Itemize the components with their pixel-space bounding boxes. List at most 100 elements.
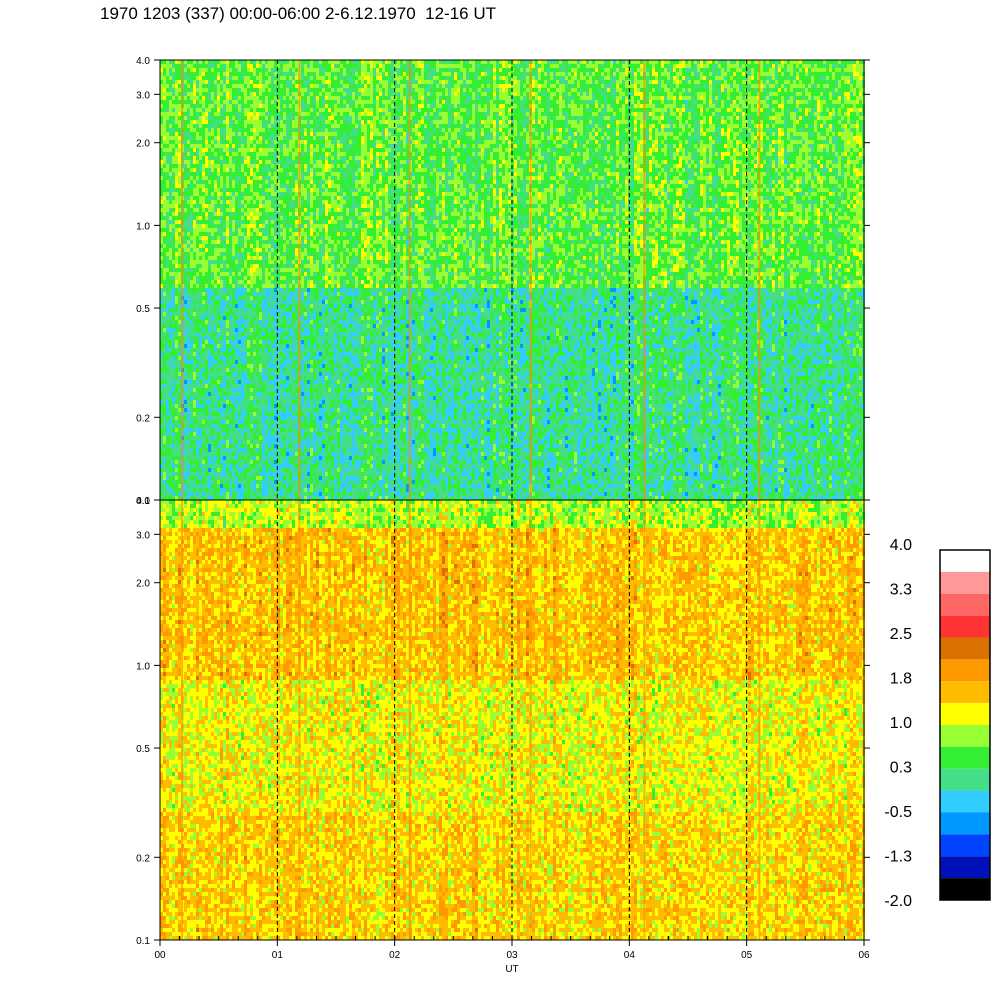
heatmap-cell: [175, 376, 178, 380]
heatmap-cell: [202, 376, 205, 380]
heatmap-cell: [223, 96, 226, 100]
heatmap-cell: [166, 360, 169, 364]
heatmap-cell: [163, 204, 166, 208]
heatmap-cell: [184, 332, 187, 336]
heatmap-cell: [223, 212, 226, 216]
heatmap-cell: [202, 272, 205, 276]
heatmap-cell: [211, 108, 214, 112]
heatmap-cell: [229, 264, 232, 268]
heatmap-cell: [208, 448, 211, 452]
heatmap-cell: [229, 280, 232, 284]
heatmap-cell: [214, 236, 217, 240]
heatmap-cell: [178, 296, 181, 300]
heatmap-cell: [172, 480, 175, 484]
heatmap-cell: [193, 340, 196, 344]
heatmap-cell: [169, 104, 172, 108]
heatmap-cell: [169, 128, 172, 132]
heatmap-cell: [184, 316, 187, 320]
heatmap-cell: [226, 188, 229, 192]
heatmap-cell: [214, 208, 217, 212]
heatmap-cell: [193, 456, 196, 460]
heatmap-cell: [223, 140, 226, 144]
heatmap-cell: [226, 380, 229, 384]
heatmap-cell: [175, 120, 178, 124]
heatmap-cell: [208, 496, 211, 500]
heatmap-cell: [193, 368, 196, 372]
heatmap-cell: [196, 60, 199, 64]
heatmap-cell: [163, 96, 166, 100]
heatmap-cell: [226, 88, 229, 92]
heatmap-cell: [187, 348, 190, 352]
heatmap-cell: [214, 216, 217, 220]
heatmap-cell: [199, 356, 202, 360]
heatmap-cell: [193, 72, 196, 76]
heatmap-cell: [175, 260, 178, 264]
heatmap-cell: [169, 388, 172, 392]
heatmap-cell: [166, 336, 169, 340]
heatmap-cell: [175, 372, 178, 376]
heatmap-cell: [229, 392, 232, 396]
heatmap-cell: [193, 228, 196, 232]
heatmap-cell: [190, 476, 193, 480]
heatmap-cell: [211, 356, 214, 360]
heatmap-cell: [187, 116, 190, 120]
heatmap-cell: [196, 140, 199, 144]
heatmap-cell: [235, 136, 238, 140]
heatmap-cell: [202, 224, 205, 228]
heatmap-cell: [220, 364, 223, 368]
heatmap-cell: [169, 372, 172, 376]
heatmap-cell: [202, 88, 205, 92]
heatmap-cell: [217, 196, 220, 200]
heatmap-cell: [202, 64, 205, 68]
heatmap-cell: [196, 168, 199, 172]
heatmap-cell: [211, 200, 214, 204]
heatmap-cell: [163, 328, 166, 332]
heatmap-cell: [196, 224, 199, 228]
heatmap-cell: [199, 236, 202, 240]
heatmap-cell: [163, 232, 166, 236]
heatmap-cell: [226, 460, 229, 464]
heatmap-cell: [166, 464, 169, 468]
heatmap-cell: [226, 160, 229, 164]
heatmap-cell: [202, 332, 205, 336]
heatmap-cell: [187, 112, 190, 116]
heatmap-cell: [226, 364, 229, 368]
heatmap-cell: [202, 196, 205, 200]
heatmap-cell: [226, 112, 229, 116]
heatmap-cell: [166, 76, 169, 80]
heatmap-cell: [217, 316, 220, 320]
heatmap-cell: [208, 228, 211, 232]
heatmap-cell: [211, 404, 214, 408]
heatmap-cell: [187, 352, 190, 356]
heatmap-cell: [223, 320, 226, 324]
heatmap-cell: [205, 216, 208, 220]
heatmap-cell: [196, 272, 199, 276]
heatmap-cell: [229, 136, 232, 140]
heatmap-cell: [163, 280, 166, 284]
heatmap-cell: [199, 252, 202, 256]
heatmap-cell: [163, 480, 166, 484]
heatmap-cell: [184, 292, 187, 296]
heatmap-cell: [214, 476, 217, 480]
heatmap-cell: [208, 196, 211, 200]
heatmap-cell: [184, 244, 187, 248]
heatmap-cell: [208, 76, 211, 80]
heatmap-cell: [172, 64, 175, 68]
heatmap-cell: [232, 476, 235, 480]
heatmap-cell: [205, 124, 208, 128]
heatmap-cell: [220, 108, 223, 112]
heatmap-cell: [217, 324, 220, 328]
heatmap-cell: [217, 96, 220, 100]
heatmap-cell: [220, 332, 223, 336]
heatmap-cell: [232, 412, 235, 416]
heatmap-cell: [187, 168, 190, 172]
heatmap-cell: [172, 192, 175, 196]
heatmap-cell: [214, 252, 217, 256]
heatmap-cell: [226, 232, 229, 236]
heatmap-cell: [232, 156, 235, 160]
heatmap-cell: [202, 168, 205, 172]
heatmap-cell: [187, 496, 190, 500]
heatmap-cell: [217, 308, 220, 312]
heatmap-cell: [220, 308, 223, 312]
heatmap-cell: [175, 172, 178, 176]
